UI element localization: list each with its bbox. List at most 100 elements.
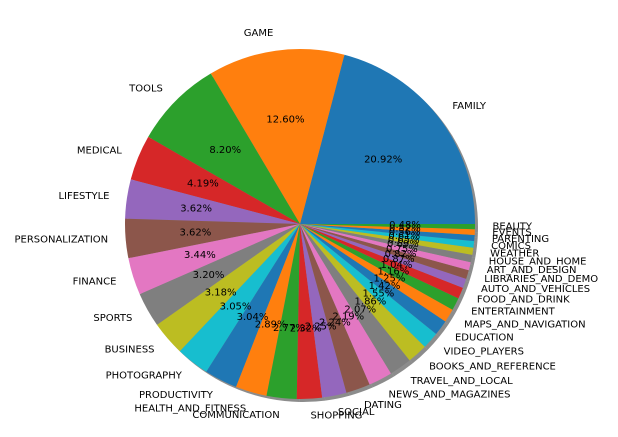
- slice-books-and-reference: [300, 224, 425, 361]
- category-label-dating: DATING: [364, 400, 402, 411]
- pct-label-auto-and-vehicles: 0.87%: [383, 254, 415, 265]
- slice-maps-and-navigation: [300, 224, 453, 322]
- pct-label-weather: 0.65%: [388, 235, 420, 246]
- pct-label-art-and-design: 0.75%: [386, 244, 418, 255]
- pct-label-events: 0.52%: [389, 223, 421, 234]
- slice-beauty: [300, 224, 475, 230]
- pct-label-medical: 4.19%: [187, 179, 219, 190]
- category-label-sports: SPORTS: [93, 313, 132, 324]
- category-labels: FAMILY GAME TOOLS MEDICAL LIFESTYLE PERSONALI…: [14, 28, 598, 422]
- pct-label-video-players: 1.55%: [362, 288, 394, 299]
- slice-education: [300, 224, 446, 334]
- pct-label-lifestyle: 3.62%: [180, 203, 212, 214]
- slice-dating: [300, 224, 370, 393]
- pct-label-shopping: 2.32%: [290, 323, 322, 334]
- slice-weather: [300, 224, 474, 255]
- category-label-auto-and-vehicles: AUTO_AND_VEHICLES: [481, 284, 590, 295]
- pct-label-books-and-reference: 1.86%: [355, 296, 387, 307]
- category-label-shopping: SHOPPING: [310, 411, 362, 422]
- pct-label-news-and-magazines: 2.19%: [332, 312, 364, 323]
- pct-label-travel-and-local: 2.07%: [344, 304, 376, 315]
- slice-communication: [266, 224, 300, 399]
- category-label-education: EDUCATION: [455, 333, 514, 344]
- category-label-comics: COMICS: [491, 241, 531, 252]
- pct-label-social: 2.25%: [305, 321, 337, 332]
- category-label-food-and-drink: FOOD_AND_DRINK: [477, 295, 570, 306]
- category-label-parenting: PARENTING: [492, 234, 549, 245]
- slice-lifestyle: [125, 179, 300, 224]
- category-label-books-and-reference: BOOKS_AND_REFERENCE: [429, 361, 556, 372]
- pct-label-dating: 2.24%: [319, 318, 351, 329]
- slice-entertainment: [300, 224, 459, 310]
- pct-label-parenting: 0.56%: [389, 227, 421, 238]
- slice-social: [300, 224, 347, 398]
- slice-finance: [128, 224, 300, 295]
- category-label-travel-and-local: TRAVEL_AND_LOCAL: [410, 376, 514, 387]
- pct-label-beauty: 0.48%: [389, 220, 421, 231]
- slice-video-players: [300, 224, 437, 347]
- category-label-business: BUSINESS: [105, 345, 155, 356]
- category-label-lifestyle: LIFESTYLE: [58, 191, 109, 202]
- pct-label-communication: 2.77%: [273, 323, 305, 334]
- slice-news-and-magazines: [300, 224, 391, 385]
- slice-health-and-fitness: [236, 224, 300, 396]
- slice-comics: [300, 224, 475, 248]
- pct-label-photography: 3.05%: [220, 301, 252, 312]
- category-label-game: GAME: [244, 28, 274, 39]
- category-label-tools: TOOLS: [128, 83, 163, 94]
- pct-label-personalization: 3.62%: [179, 227, 211, 238]
- pct-label-business: 3.18%: [205, 287, 237, 298]
- category-label-medical: MEDICAL: [77, 145, 122, 156]
- pct-label-entertainment: 1.16%: [377, 267, 409, 278]
- slice-libraries-and-demo: [300, 224, 469, 279]
- category-label-art-and-design: ART_AND_DESIGN: [487, 265, 577, 276]
- category-label-news-and-magazines: NEWS_AND_MAGAZINES: [389, 389, 511, 400]
- percent-labels: 20.92% 12.60% 8.20% 4.19% 3.62% 3.62% 3.44% 3.2…: [179, 115, 420, 335]
- slice-travel-and-local: [300, 224, 410, 374]
- slice-auto-and-vehicles: [300, 224, 467, 288]
- pct-label-finance: 3.44%: [184, 250, 216, 261]
- category-label-beauty: BEAUTY: [492, 221, 532, 232]
- category-label-health-and-fitness: HEALTH_AND_FITNESS: [134, 403, 246, 414]
- slice-medical: [130, 136, 300, 224]
- pct-label-libraries-and-demo: 0.82%: [385, 249, 417, 260]
- pct-label-tools: 8.20%: [209, 145, 241, 156]
- slice-productivity: [206, 224, 300, 387]
- category-label-social: SOCIAL: [338, 407, 375, 418]
- slice-photography: [179, 224, 300, 372]
- pct-label-house-and-home: 0.69%: [387, 239, 419, 250]
- pct-label-maps-and-navigation: 1.25%: [374, 273, 406, 284]
- slice-parenting: [300, 224, 475, 242]
- slice-shopping: [296, 224, 323, 400]
- category-label-events: EVENTS: [492, 227, 531, 238]
- pie-wedges: [124, 48, 475, 400]
- category-label-maps-and-navigation: MAPS_AND_NAVIGATION: [464, 319, 586, 330]
- slice-events: [300, 224, 475, 235]
- category-label-video-players: VIDEO_PLAYERS: [444, 347, 524, 358]
- category-label-libraries-and-demo: LIBRARIES_AND_DEMO: [484, 274, 598, 285]
- category-label-house-and-home: HOUSE_AND_HOME: [489, 257, 587, 268]
- category-label-personalization: PERSONALIZATION: [14, 235, 108, 246]
- pct-label-game: 12.60%: [266, 115, 304, 126]
- slice-sports: [139, 224, 300, 325]
- category-label-photography: PHOTOGRAPHY: [106, 370, 183, 381]
- slice-game: [210, 48, 345, 224]
- pct-label-comics: 0.61%: [388, 231, 420, 242]
- category-label-weather: WEATHER: [490, 249, 539, 260]
- category-label-productivity: PRODUCTIVITY: [139, 390, 214, 401]
- category-label-communication: COMMUNICATION: [192, 410, 279, 421]
- slice-tools: [148, 73, 300, 224]
- pct-label-family: 20.92%: [364, 154, 402, 165]
- slice-house-and-home: [300, 224, 473, 263]
- pct-label-health-and-fitness: 2.89%: [255, 319, 287, 330]
- category-label-finance: FINANCE: [73, 276, 117, 287]
- slice-family: [300, 54, 475, 225]
- slice-business: [157, 224, 300, 352]
- category-label-family: FAMILY: [452, 101, 486, 112]
- pct-label-food-and-drink: 1.04%: [381, 260, 413, 271]
- pct-label-sports: 3.20%: [193, 270, 225, 281]
- category-label-entertainment: ENTERTAINMENT: [471, 307, 555, 318]
- slice-art-and-design: [300, 224, 471, 271]
- slice-food-and-drink: [300, 224, 463, 299]
